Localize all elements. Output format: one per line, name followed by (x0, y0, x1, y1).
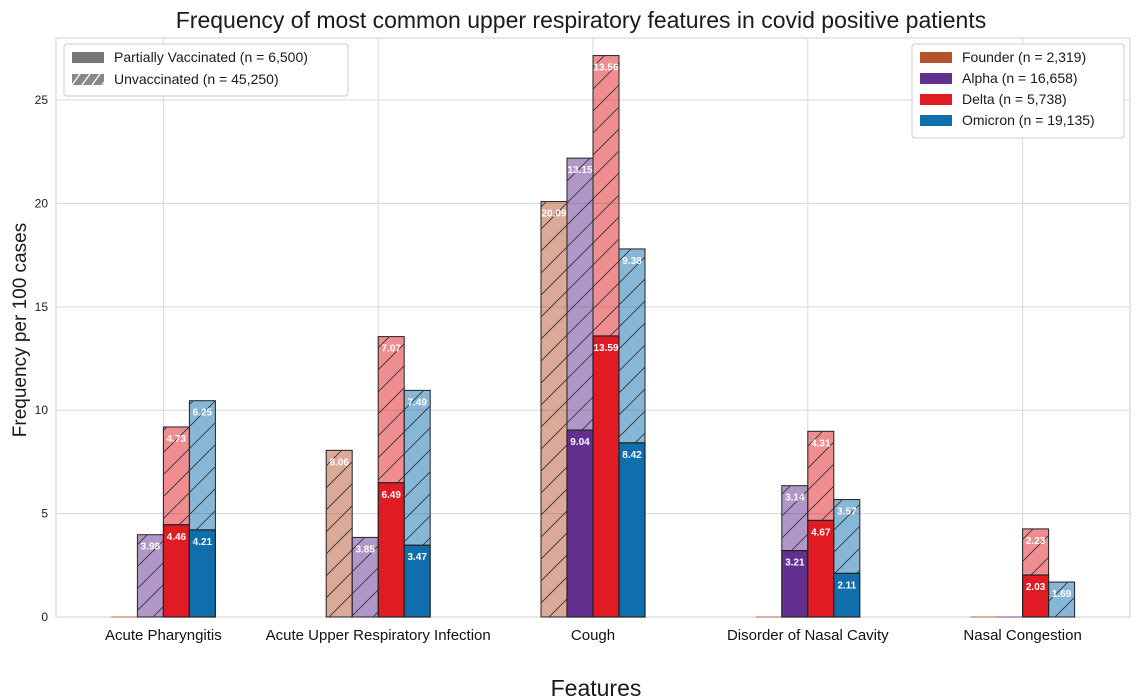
value-label-partially-vaccinated: 4.67 (811, 527, 831, 538)
legend-hatch-line (71, 73, 81, 86)
bar-hatch (352, 537, 379, 617)
value-label-partially-vaccinated: 3.47 (407, 552, 427, 563)
x-tick-label: Cough (571, 627, 615, 644)
bar-partially-vaccinated (592, 335, 620, 618)
bar-hatch (1048, 582, 1075, 617)
value-label-partially-vaccinated: 13.59 (593, 343, 618, 354)
legend-label: Partially Vaccinated (n = 6,500) (114, 49, 308, 65)
legend-swatch (920, 94, 952, 105)
legend-box (63, 43, 349, 97)
bar-partially-vaccinated (1021, 574, 1050, 618)
x-tick-label: Nasal Congestion (963, 627, 1081, 644)
y-tick-label: 5 (41, 507, 48, 521)
bar-partially-vaccinated (781, 550, 809, 618)
legend-hatch-line (101, 73, 111, 86)
y-tick-label: 25 (35, 93, 49, 107)
x-tick-label: Acute Upper Respiratory Infection (266, 627, 491, 644)
value-label-unvaccinated: 20.09 (541, 209, 566, 220)
bar-hatch (593, 55, 619, 336)
legend-variants: Founder (n = 2,319) Alpha (n = 16,658) Del… (911, 43, 1125, 139)
legend-swatch (920, 73, 952, 84)
value-labels: 3.98 4.73 4.46 6.25 4.21 8.06 3.85 7.07 6.49 7.49… (141, 63, 1072, 600)
value-label-partially-vaccinated: 2.11 (837, 580, 856, 591)
value-label-unvaccinated: 4.73 (167, 434, 187, 445)
legend-vaccination: Partially Vaccinated (n = 6,500) Unvaccin… (63, 43, 349, 97)
value-label-partially-vaccinated: 4.21 (193, 537, 213, 548)
legend-swatch-hatched (72, 74, 104, 85)
bar-hatch (163, 426, 190, 525)
value-label-unvaccinated: 9.38 (622, 256, 642, 267)
legend-hatch-line (91, 73, 101, 86)
y-tick-label: 10 (35, 403, 49, 417)
value-label-unvaccinated: 13.56 (593, 63, 618, 74)
legend-swatch (920, 115, 952, 126)
y-tick-label: 0 (41, 610, 48, 624)
legend-swatch (920, 52, 952, 63)
legend-hatch-line (81, 73, 91, 86)
bar-hatch (137, 534, 164, 617)
bar-partially-vaccinated (162, 524, 190, 618)
bar-partially-vaccinated (403, 544, 431, 618)
bar-hatch (1022, 528, 1049, 576)
bar-partially-vaccinated (833, 572, 861, 618)
bar-hatch (567, 158, 593, 431)
x-tick-label: Acute Pharyngitis (105, 627, 222, 644)
x-axis-label: Features (551, 675, 642, 700)
bar-hatch (619, 248, 645, 443)
value-label-unvaccinated: 4.31 (811, 438, 831, 449)
bar-partially-vaccinated (188, 529, 216, 618)
value-label-partially-vaccinated: 3.21 (785, 558, 805, 569)
legend-box (911, 43, 1125, 139)
value-label-unvaccinated: 6.25 (193, 408, 213, 419)
value-label-unvaccinated: 1.69 (1052, 589, 1072, 600)
legend-label: Delta (n = 5,738) (962, 91, 1067, 107)
bar-partially-vaccinated (618, 442, 646, 618)
legend-label: Founder (n = 2,319) (962, 49, 1086, 65)
value-label-partially-vaccinated: 9.04 (570, 437, 590, 448)
value-label-partially-vaccinated: 4.46 (167, 532, 187, 543)
bar-partially-vaccinated (807, 519, 835, 618)
value-label-unvaccinated: 7.07 (381, 344, 401, 355)
value-label-unvaccinated: 8.06 (329, 457, 349, 468)
bar-partially-vaccinated (377, 482, 405, 618)
axes: 0 5 10 15 20 25 Acute Pharyngitis Acute Upper R… (35, 93, 1130, 644)
legend-label: Unvaccinated (n = 45,250) (114, 71, 279, 87)
legend-swatch-solid (72, 52, 104, 63)
value-label-unvaccinated: 3.98 (141, 542, 161, 553)
x-tick-label: Disorder of Nasal Cavity (727, 627, 889, 644)
chart-title: Frequency of most common upper respirato… (176, 7, 987, 33)
value-label-unvaccinated: 7.49 (407, 397, 427, 408)
bar-hatch (404, 390, 431, 546)
legend-label: Omicron (n = 19,135) (962, 112, 1095, 128)
bar-hatch (807, 431, 834, 521)
bar-hatch (781, 485, 808, 551)
value-label-partially-vaccinated: 2.03 (1026, 582, 1046, 593)
value-label-unvaccinated: 3.85 (355, 544, 375, 555)
bar-hatch (326, 450, 353, 617)
value-label-unvaccinated: 3.57 (837, 507, 857, 518)
y-tick-label: 15 (35, 300, 49, 314)
value-label-unvaccinated: 2.23 (1026, 536, 1046, 547)
bars (111, 55, 1076, 618)
value-label-partially-vaccinated: 8.42 (622, 450, 642, 461)
y-tick-label: 20 (35, 196, 49, 210)
bar-hatch (541, 201, 567, 617)
bar-partially-vaccinated (566, 429, 594, 618)
bar-hatch (833, 499, 860, 574)
bar-hatch (378, 336, 405, 483)
value-label-unvaccinated: 13.15 (567, 165, 592, 176)
legend-label: Alpha (n = 16,658) (962, 70, 1078, 86)
y-axis-label: Frequency per 100 cases (10, 223, 31, 437)
value-label-unvaccinated: 3.14 (785, 493, 805, 504)
bar-hatch (189, 400, 216, 530)
value-label-partially-vaccinated: 6.49 (381, 490, 401, 501)
